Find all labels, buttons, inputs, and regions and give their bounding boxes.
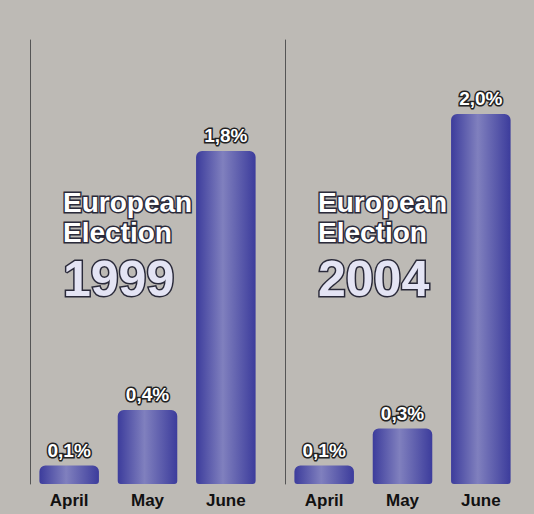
- svg-text:2,0%: 2,0%: [459, 88, 502, 109]
- svg-text:April: April: [305, 491, 344, 510]
- svg-text:June: June: [461, 491, 501, 510]
- svg-text:2004: 2004: [318, 251, 429, 307]
- svg-text:May: May: [131, 491, 165, 510]
- svg-text:June: June: [206, 491, 246, 510]
- svg-text:0,4%: 0,4%: [126, 384, 169, 405]
- svg-text:0,1%: 0,1%: [48, 440, 91, 461]
- svg-text:April: April: [50, 491, 89, 510]
- svg-text:0,1%: 0,1%: [303, 440, 346, 461]
- svg-text:May: May: [386, 491, 420, 510]
- svg-text:0,3%: 0,3%: [381, 403, 424, 424]
- svg-text:Election: Election: [318, 217, 427, 248]
- svg-text:European: European: [318, 187, 447, 218]
- svg-text:Election: Election: [63, 217, 172, 248]
- svg-text:1,8%: 1,8%: [204, 125, 247, 146]
- svg-text:1999: 1999: [63, 251, 174, 307]
- svg-text:European: European: [63, 187, 192, 218]
